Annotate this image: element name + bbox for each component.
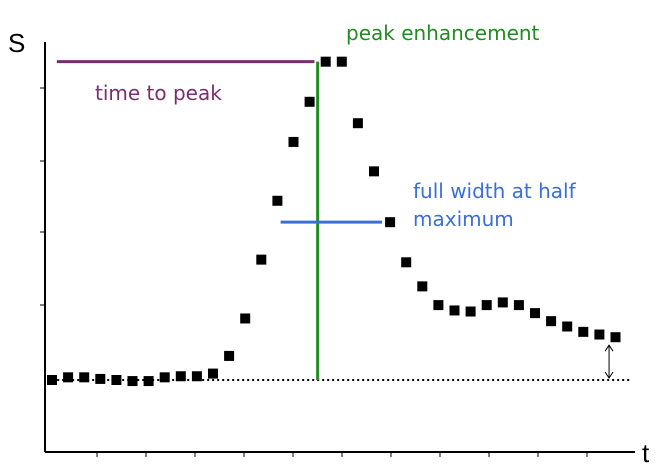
data-point [127, 376, 138, 387]
time-to-peak-label: time to peak [95, 81, 222, 105]
data-point [143, 376, 154, 387]
data-point [546, 316, 557, 327]
data-point [256, 254, 267, 265]
data-point [336, 56, 347, 67]
data-point [175, 371, 186, 382]
data-point [497, 297, 508, 308]
data-point [481, 300, 492, 311]
data-point [288, 136, 299, 147]
y-axis-label: S [8, 28, 25, 58]
data-point [562, 321, 573, 332]
offset-arrow-head-bottom [604, 371, 614, 379]
data-point [63, 372, 74, 383]
data-point [369, 166, 379, 177]
data-point [401, 257, 412, 268]
data-point [465, 306, 476, 317]
data-points [47, 56, 621, 387]
data-point [578, 326, 589, 337]
fwhm-label-line-1: full width at half [413, 179, 577, 203]
data-point [79, 372, 90, 383]
data-point [449, 305, 460, 316]
fwhm-label-line-2: maximum [413, 207, 514, 231]
data-point [272, 195, 283, 206]
x-axis-label: t [642, 438, 650, 465]
end-offset-arrow [604, 344, 614, 379]
data-point [47, 375, 57, 385]
data-point [304, 96, 315, 107]
data-point [320, 56, 331, 67]
data-point [594, 329, 605, 340]
data-point [208, 368, 218, 379]
axis-ticks [40, 87, 588, 457]
offset-arrow-head-top [604, 344, 614, 352]
data-point [385, 217, 396, 228]
data-point [191, 371, 202, 382]
data-point [95, 373, 106, 384]
data-point [352, 118, 363, 129]
data-point [240, 313, 251, 324]
data-point [433, 300, 444, 311]
data-point [530, 308, 540, 319]
data-point [111, 375, 122, 385]
data-point [224, 350, 235, 361]
data-point [513, 300, 524, 311]
data-point [610, 332, 621, 343]
data-point [417, 281, 428, 292]
data-point [159, 372, 170, 383]
peak-enhancement-label: peak enhancement [346, 21, 540, 45]
